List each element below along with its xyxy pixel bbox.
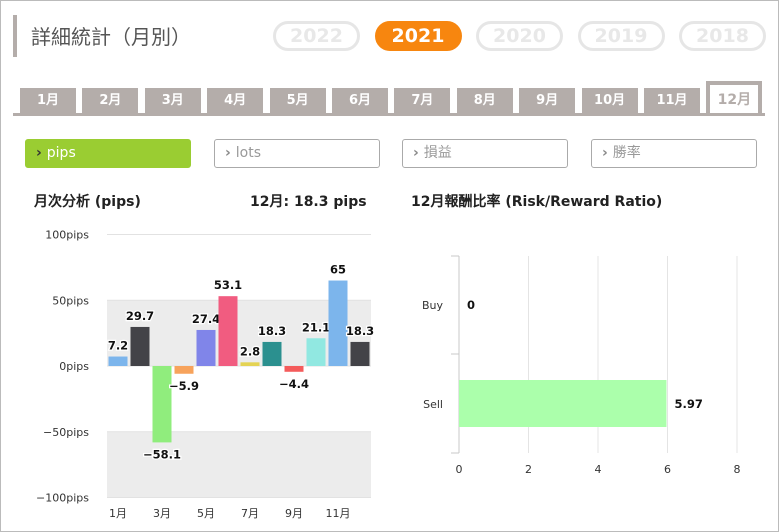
chevron-right-icon: › — [225, 145, 231, 161]
data-label: −5.9 — [169, 379, 199, 393]
bar-10月 — [306, 338, 326, 366]
month-tab-6[interactable]: 6月 — [332, 88, 388, 113]
bar-3月 — [152, 366, 172, 443]
data-label: 29.7 — [126, 309, 154, 323]
month-tab-7[interactable]: 7月 — [394, 88, 451, 113]
metric-button-3[interactable]: › 勝率 — [591, 139, 757, 168]
data-label: 5.97 — [674, 397, 702, 411]
tabs-underline — [13, 113, 765, 116]
year-button-2021[interactable]: 2021 — [374, 21, 462, 51]
month-tab-10[interactable]: 10月 — [581, 88, 638, 113]
bar-12月 — [350, 341, 370, 366]
bar-9月 — [284, 366, 304, 372]
data-label: 18.3 — [258, 324, 286, 338]
y-tick-label: −50pips — [43, 426, 89, 439]
data-label: 27.4 — [192, 312, 220, 326]
data-label: 2.8 — [240, 344, 260, 358]
x-tick-label: 1月 — [109, 507, 127, 520]
x-tick-label: 5月 — [197, 507, 215, 520]
bar-Sell — [459, 380, 667, 427]
month-tab-12[interactable]: 12月 — [706, 81, 763, 115]
monthly-chart-summary: 12月: 18.3 pips — [250, 194, 367, 210]
metric-label: lots — [235, 145, 262, 161]
data-label: 21.1 — [302, 320, 330, 334]
page-title: 詳細統計（月別） — [31, 25, 191, 49]
metric-label: 損益 — [423, 145, 452, 161]
metric-button-2[interactable]: › 損益 — [402, 139, 568, 168]
rr-chart-title: 12月報酬比率 (Risk/Reward Ratio) — [411, 194, 663, 210]
x-tick-label: 2 — [525, 463, 532, 476]
bar-2月 — [130, 326, 150, 366]
band-upper — [107, 300, 371, 366]
x-tick-label: 6 — [664, 463, 671, 476]
data-label: 65 — [330, 263, 346, 277]
metric-label: 勝率 — [612, 145, 641, 161]
metric-button-1[interactable]: › lots — [214, 139, 380, 168]
x-tick-label: 11月 — [326, 507, 351, 520]
title-accent-bar: 詳細統計（月別） — [13, 15, 191, 57]
data-label: −58.1 — [143, 447, 181, 461]
bar-4月 — [174, 366, 194, 374]
chevron-right-icon: › — [36, 145, 42, 161]
risk-reward-chart: 0 2 4 6 8 Buy 0 Sell 5.97 — [422, 255, 741, 476]
x-tick-label: 0 — [456, 463, 463, 476]
y-tick-label: 50pips — [52, 294, 89, 307]
data-label: −4.4 — [279, 377, 309, 391]
bar-5月 — [196, 329, 216, 366]
bar-1月 — [108, 356, 128, 366]
year-button-2020[interactable]: 2020 — [476, 21, 563, 51]
band-lower — [107, 431, 371, 498]
month-tab-11[interactable]: 11月 — [644, 88, 700, 113]
x-tick-label: 7月 — [241, 507, 259, 520]
bar-8月 — [262, 341, 282, 366]
month-tab-8[interactable]: 8月 — [456, 88, 513, 113]
data-label: 7.2 — [108, 339, 128, 353]
y-category-label: Sell — [423, 398, 443, 411]
month-tab-2[interactable]: 2月 — [82, 88, 139, 113]
y-tick-label: 0pips — [59, 360, 89, 373]
monthly-pips-chart: 100pips 50pips 0pips −50pips −100pips 7.2 29.7… — [36, 229, 375, 521]
bar-6月 — [218, 296, 238, 366]
bar-11月 — [328, 280, 348, 366]
month-tab-3[interactable]: 3月 — [144, 88, 201, 113]
x-tick-label: 9月 — [285, 507, 303, 520]
y-category-label: Buy — [422, 299, 444, 312]
metric-button-0[interactable]: › pips — [25, 139, 191, 168]
y-tick-label: 100pips — [45, 229, 89, 242]
bar-7月 — [240, 362, 260, 366]
year-button-2018[interactable]: 2018 — [679, 21, 766, 51]
x-tick-label: 4 — [595, 463, 602, 476]
data-label: 0 — [467, 298, 475, 312]
y-tick-label: −100pips — [36, 492, 89, 505]
month-tab-9[interactable]: 9月 — [519, 88, 576, 113]
chevron-right-icon: › — [602, 145, 608, 161]
x-tick-label: 3月 — [153, 507, 171, 520]
month-tab-5[interactable]: 5月 — [269, 88, 326, 113]
data-label: 53.1 — [214, 278, 242, 292]
month-tab-4[interactable]: 4月 — [207, 88, 264, 113]
month-tab-1[interactable]: 1月 — [20, 88, 76, 113]
metric-label: pips — [46, 145, 76, 161]
data-label: 18.3 — [346, 324, 374, 338]
year-button-2019[interactable]: 2019 — [577, 21, 665, 51]
x-tick-label: 8 — [734, 463, 741, 476]
year-button-2022[interactable]: 2022 — [273, 21, 360, 51]
monthly-chart-title: 月次分析 (pips) — [34, 194, 141, 210]
chevron-right-icon: › — [413, 145, 419, 161]
